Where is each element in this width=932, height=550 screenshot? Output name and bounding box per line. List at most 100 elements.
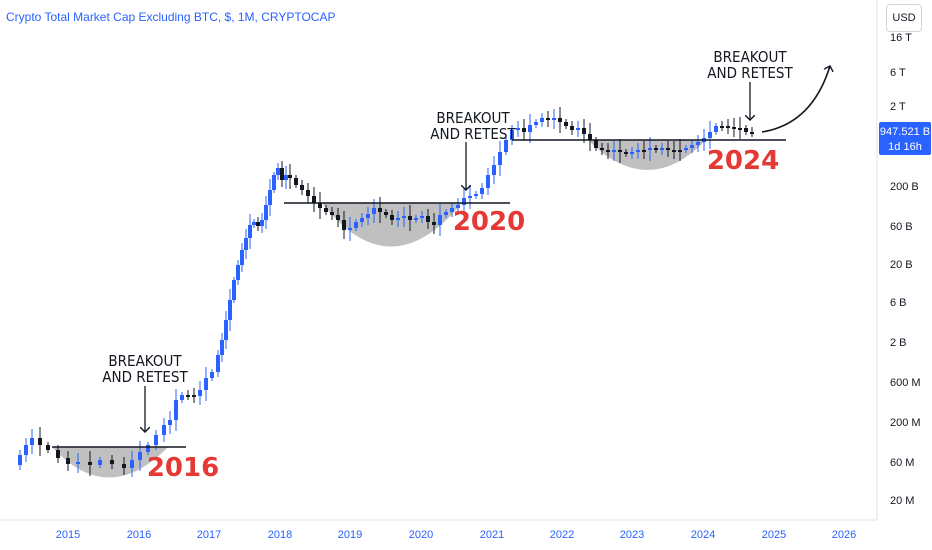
candle-down bbox=[750, 132, 754, 134]
candle-down bbox=[432, 222, 436, 225]
candle-up bbox=[264, 205, 268, 220]
pattern-year-label: 2024 bbox=[707, 146, 779, 176]
candle-down bbox=[38, 438, 42, 445]
candle-up bbox=[228, 300, 232, 320]
candle-up bbox=[690, 145, 694, 148]
candle-down bbox=[624, 152, 628, 154]
candle-up bbox=[240, 250, 244, 265]
pattern-year-label: 2020 bbox=[453, 207, 525, 237]
projection-arrow bbox=[761, 66, 830, 133]
candle-up bbox=[220, 340, 224, 355]
candle-up bbox=[162, 425, 166, 435]
candle-up bbox=[708, 132, 712, 138]
price-tick-label: 16 T bbox=[890, 32, 912, 44]
candle-up bbox=[146, 445, 150, 452]
candle-down bbox=[408, 216, 412, 220]
price-tick-label: 600 M bbox=[890, 377, 921, 389]
candle-up bbox=[252, 222, 256, 225]
candle-up bbox=[438, 215, 442, 225]
candle-down bbox=[738, 128, 742, 130]
candle-down bbox=[618, 150, 622, 152]
candle-up bbox=[244, 238, 248, 250]
candle-up bbox=[534, 122, 538, 125]
time-tick-label: 2024 bbox=[691, 529, 715, 541]
candle-up bbox=[138, 452, 142, 460]
candle-up bbox=[30, 438, 34, 445]
last-price-tag: 947.521 B 1d 16h bbox=[879, 122, 931, 155]
price-tick-label: 2 T bbox=[890, 101, 906, 113]
candle-down bbox=[312, 196, 316, 203]
candle-up bbox=[696, 142, 700, 145]
candle-up bbox=[648, 148, 652, 150]
candle-up bbox=[268, 190, 272, 205]
time-tick-label: 2022 bbox=[550, 529, 574, 541]
candle-up bbox=[224, 320, 228, 340]
candle-down bbox=[726, 126, 730, 128]
candle-down bbox=[600, 148, 604, 150]
candle-down bbox=[606, 150, 610, 152]
candle-down bbox=[66, 458, 70, 464]
candle-down bbox=[426, 216, 430, 222]
candle-up bbox=[504, 140, 508, 152]
candle-up bbox=[444, 212, 448, 215]
candle-up bbox=[468, 196, 472, 198]
candle-down bbox=[666, 148, 670, 150]
breakout-retest-label: BREAKOUT bbox=[713, 48, 787, 66]
candle-down bbox=[122, 464, 126, 468]
time-tick-label: 2025 bbox=[762, 529, 786, 541]
candle-up bbox=[232, 280, 236, 300]
candle-up bbox=[576, 128, 580, 130]
candle-down bbox=[654, 148, 658, 150]
breakout-retest-label: BREAKOUT bbox=[436, 109, 510, 127]
candle-down bbox=[306, 190, 310, 196]
candle-up bbox=[366, 214, 370, 218]
candle-down bbox=[522, 128, 526, 132]
candle-up bbox=[354, 222, 358, 228]
chart-title: Crypto Total Market Cap Excluding BTC, $… bbox=[6, 10, 336, 24]
time-tick-label: 2026 bbox=[832, 529, 856, 541]
candle-up bbox=[552, 118, 556, 120]
candle-up bbox=[260, 220, 264, 226]
candle-up bbox=[174, 400, 178, 420]
candle-down bbox=[330, 212, 334, 215]
candle-down bbox=[582, 128, 586, 134]
candle-up bbox=[528, 125, 532, 132]
candle-down bbox=[732, 127, 736, 129]
candle-down bbox=[186, 395, 190, 397]
bar-countdown: 1d 16h bbox=[888, 141, 922, 153]
candle-down bbox=[570, 126, 574, 130]
time-tick-label: 2020 bbox=[409, 529, 433, 541]
breakout-retest-label: AND RETEST bbox=[707, 64, 793, 82]
price-tick-label: 2 B bbox=[890, 337, 907, 349]
time-tick-label: 2016 bbox=[127, 529, 151, 541]
price-tick-label: 20 B bbox=[890, 259, 913, 271]
current-price-value: 947.521 B bbox=[880, 126, 930, 138]
breakout-retest-label: AND RETEST bbox=[430, 125, 516, 143]
candle-up bbox=[180, 395, 184, 400]
candle-down bbox=[378, 208, 382, 212]
price-tick-label: 6 B bbox=[890, 297, 907, 309]
candle-down bbox=[384, 212, 388, 215]
candle-down bbox=[294, 178, 298, 185]
breakout-retest-label: AND RETEST bbox=[102, 368, 188, 386]
candle-down bbox=[594, 140, 598, 148]
candle-down bbox=[288, 175, 292, 178]
candle-up bbox=[372, 208, 376, 214]
candle-down bbox=[672, 150, 676, 152]
candle-down bbox=[588, 134, 592, 140]
price-tick-label: 60 B bbox=[890, 221, 913, 233]
candle-down bbox=[88, 462, 92, 465]
currency-selector-button[interactable]: USD bbox=[886, 4, 922, 32]
candle-up bbox=[456, 205, 460, 208]
time-tick-label: 2015 bbox=[56, 529, 80, 541]
candle-up bbox=[420, 216, 424, 218]
candle-up bbox=[462, 198, 466, 205]
candle-up bbox=[474, 194, 478, 196]
price-axis[interactable]: 16 T 6 T 2 T 200 B 60 B 20 B 6 B 2 B 600 M 200 M 6… bbox=[890, 32, 921, 507]
candle-up bbox=[660, 148, 664, 150]
price-tag-box bbox=[879, 122, 931, 155]
time-axis[interactable]: 2015 2016 2017 2018 2019 2020 2021 2022 2023 2024… bbox=[56, 529, 856, 541]
candle-up bbox=[210, 372, 214, 378]
